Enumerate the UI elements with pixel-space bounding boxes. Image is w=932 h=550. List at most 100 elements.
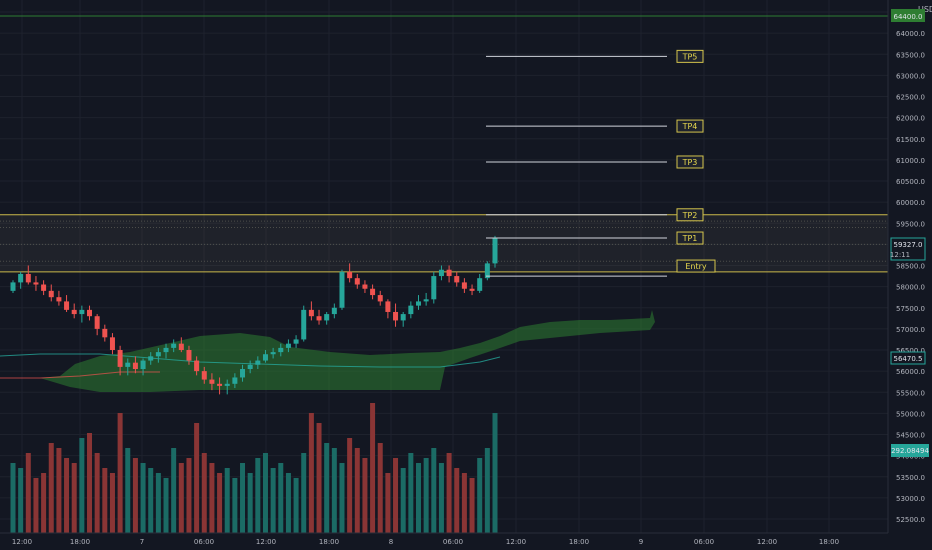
candle[interactable] [48,284,54,302]
candle[interactable] [240,364,246,382]
volume-bar [316,423,322,533]
candle[interactable] [484,261,490,281]
candle[interactable] [262,350,268,363]
candle[interactable] [109,333,115,355]
candle[interactable] [461,278,467,293]
candle[interactable] [178,337,184,353]
svg-text:292.08494: 292.08494 [891,447,929,455]
candle[interactable] [377,290,383,306]
candle[interactable] [454,271,460,287]
candle[interactable] [393,303,399,327]
candle[interactable] [331,303,337,319]
candle[interactable] [270,347,276,359]
candle[interactable] [224,379,230,395]
svg-text:TP4: TP4 [682,122,698,131]
volume-bar [354,448,360,533]
svg-text:56470.5: 56470.5 [894,355,923,363]
price-tick-label: 56000.0 [896,368,925,376]
time-tick-label: 06:00 [443,538,463,546]
candle[interactable] [140,358,146,376]
svg-text:64400.0: 64400.0 [894,13,923,21]
candle[interactable] [56,290,62,306]
candle[interactable] [370,284,376,300]
candle[interactable] [255,356,261,370]
candle[interactable] [79,305,85,323]
time-axis[interactable] [0,533,888,550]
candlesticks[interactable] [10,235,498,395]
candle[interactable] [408,301,414,319]
price-axis[interactable] [888,0,932,550]
candle[interactable] [385,299,391,319]
volume-bar [48,443,54,533]
price-tick-label: 55500.0 [896,389,925,397]
candle[interactable] [125,358,131,376]
candle[interactable] [64,295,70,312]
candle[interactable] [293,335,299,348]
candle[interactable] [209,373,215,391]
candle[interactable] [308,301,314,321]
candle[interactable] [155,347,161,363]
candle[interactable] [41,280,47,296]
time-tick-label: 9 [639,538,643,546]
candle[interactable] [278,343,284,357]
volume-bar [194,423,200,533]
candle[interactable] [354,273,360,289]
candle[interactable] [446,265,452,283]
candle[interactable] [316,309,322,325]
candle[interactable] [25,265,31,285]
candle[interactable] [163,343,169,359]
tp-levels: TP5 TP4 TP3 TP2 TP1 Entry [486,49,716,277]
candle[interactable] [423,292,429,306]
candle[interactable] [148,352,154,365]
time-tick-label: 18:00 [70,538,90,546]
candle[interactable] [339,269,345,310]
candle[interactable] [431,271,437,304]
level-entry[interactable]: Entry [486,259,716,277]
time-tick-label: 12:00 [757,538,777,546]
candle[interactable] [87,305,93,321]
volume-bar [87,433,93,533]
candle[interactable] [201,366,207,384]
level-tp1[interactable]: TP1 [486,231,704,245]
candle[interactable] [415,295,421,310]
candle[interactable] [10,280,16,293]
candle[interactable] [102,324,108,342]
candle[interactable] [132,356,138,374]
candle[interactable] [186,345,192,365]
candle[interactable] [71,303,77,319]
candle[interactable] [347,263,353,283]
volume-bar [469,478,475,533]
volume-bar [377,443,383,533]
candle[interactable] [94,314,100,336]
candle[interactable] [285,339,291,353]
candle[interactable] [492,235,498,268]
svg-text:TP5: TP5 [682,52,698,61]
candle[interactable] [400,311,406,327]
candle[interactable] [362,280,368,293]
level-tp2[interactable]: TP2 [486,208,704,222]
level-tp4[interactable]: TP4 [486,119,704,133]
candle[interactable] [438,265,444,281]
volume-bar [247,473,253,533]
candle[interactable] [469,284,475,296]
candle[interactable] [232,373,238,389]
candle[interactable] [18,271,24,289]
candle[interactable] [301,305,307,342]
candle[interactable] [33,276,39,291]
candle[interactable] [324,311,330,325]
candle[interactable] [247,360,253,374]
price-tick-label: 60500.0 [896,178,925,186]
volume-bar [400,468,406,533]
candle[interactable] [171,339,177,353]
level-tp3[interactable]: TP3 [486,155,704,169]
price-tick-label: 55000.0 [896,410,925,418]
candle[interactable] [217,377,223,395]
price-tick-label: 63500.0 [896,51,925,59]
level-tp5[interactable]: TP5 [486,49,704,63]
candle[interactable] [117,345,123,376]
price-tick-label: 57500.0 [896,305,925,313]
candle[interactable] [477,273,483,293]
candle[interactable] [194,356,200,376]
zone-fill [0,214,888,272]
